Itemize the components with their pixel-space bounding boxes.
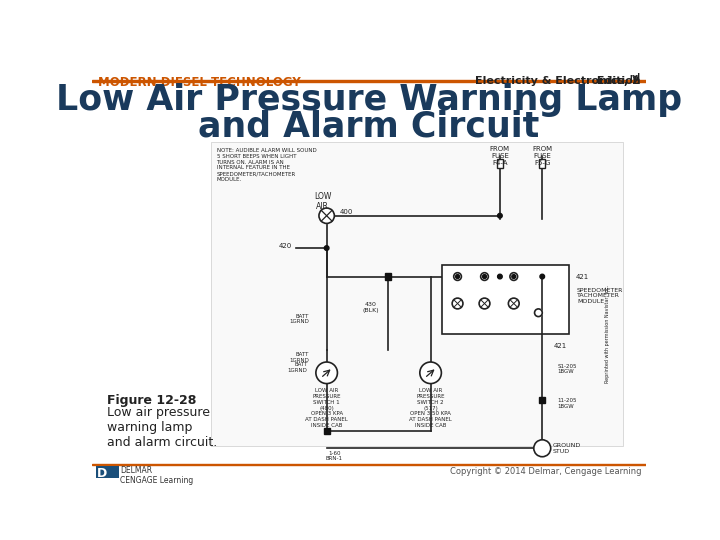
Text: 400: 400	[339, 209, 353, 215]
Bar	[442, 265, 570, 334]
Text: LOW
AIR: LOW AIR	[314, 192, 331, 211]
Bar	[385, 273, 392, 280]
Circle shape	[534, 309, 542, 316]
Bar	[96, 466, 119, 478]
Text: SPEEDOMETER
TACHOMETER
MODULE: SPEEDOMETER TACHOMETER MODULE	[577, 287, 624, 304]
Circle shape	[481, 273, 488, 280]
Bar	[539, 397, 545, 403]
Text: Edition: Edition	[593, 76, 641, 85]
Text: Figure 12-28: Figure 12-28	[107, 394, 197, 407]
Text: Electricity & Electronics, 2: Electricity & Electronics, 2	[475, 76, 640, 85]
Circle shape	[452, 298, 463, 309]
Text: D: D	[97, 467, 107, 480]
Circle shape	[324, 246, 329, 251]
Bar	[323, 428, 330, 434]
Text: 421: 421	[575, 274, 589, 280]
Text: BATT
1GRND: BATT 1GRND	[289, 352, 309, 363]
Text: Copyright © 2014 Delmar, Cengage Learning: Copyright © 2014 Delmar, Cengage Learnin…	[450, 467, 642, 476]
Text: LOW AIR
PRESSURE
SWITCH 1
(480)
OPEN 3 KPA
AT DASH PANEL
INSIDE CAB: LOW AIR PRESSURE SWITCH 1 (480) OPEN 3 K…	[305, 388, 348, 428]
Text: 421: 421	[554, 343, 567, 349]
Circle shape	[510, 273, 518, 280]
Circle shape	[454, 273, 462, 280]
Text: Reprinted with permission Navistar, Inc.: Reprinted with permission Navistar, Inc.	[606, 285, 610, 383]
Text: FROM
FUSE
F5-G: FROM FUSE F5-G	[532, 146, 552, 166]
Circle shape	[534, 440, 551, 457]
Text: FROM
FUSE
F4-A: FROM FUSE F4-A	[490, 146, 510, 166]
Text: 430
(BLK): 430 (BLK)	[362, 302, 379, 313]
Circle shape	[316, 362, 338, 383]
Text: 11-205
1BGW: 11-205 1BGW	[558, 398, 577, 409]
Text: GROUND
STUD: GROUND STUD	[552, 443, 580, 454]
Circle shape	[508, 298, 519, 309]
Circle shape	[319, 208, 334, 224]
Text: S1-205
1BGW: S1-205 1BGW	[558, 363, 577, 374]
Circle shape	[498, 213, 503, 218]
Text: nd: nd	[630, 72, 641, 82]
Bar	[92, 80, 647, 82]
Bar	[497, 159, 503, 168]
Text: and Alarm Circuit: and Alarm Circuit	[199, 110, 539, 144]
Text: DELMAR
CENGAGE Learning: DELMAR CENGAGE Learning	[120, 466, 194, 485]
Text: Low Air Pressure Warning Lamp: Low Air Pressure Warning Lamp	[56, 83, 682, 117]
Text: MODERN DIESEL TECHNOLOGY: MODERN DIESEL TECHNOLOGY	[98, 76, 301, 89]
Text: NOTE: AUDIBLE ALARM WILL SOUND
5 SHORT BEEPS WHEN LIGHT
TURNS ON. ALARM IS AN
IN: NOTE: AUDIBLE ALARM WILL SOUND 5 SHORT B…	[217, 148, 316, 182]
Circle shape	[456, 275, 459, 279]
Bar	[211, 142, 623, 446]
Bar	[92, 464, 647, 465]
Text: Low air pressure
warning lamp
and alarm circuit.: Low air pressure warning lamp and alarm …	[107, 406, 217, 449]
Circle shape	[479, 298, 490, 309]
Text: BATT
1GRND: BATT 1GRND	[289, 314, 309, 325]
Circle shape	[420, 362, 441, 383]
Circle shape	[512, 275, 516, 279]
Text: 1-60
BRN-1: 1-60 BRN-1	[326, 450, 343, 461]
Text: LOW AIR
PRESSURE
SWITCH 2
(517)
OPEN 3 50 KPA
AT DASH PANEL
INSIDE CAB: LOW AIR PRESSURE SWITCH 2 (517) OPEN 3 5…	[409, 388, 452, 428]
Text: 420: 420	[279, 243, 292, 249]
Circle shape	[498, 274, 503, 279]
Bar	[539, 159, 545, 168]
Text: BATT
1GRND: BATT 1GRND	[287, 362, 307, 373]
Circle shape	[540, 274, 544, 279]
Circle shape	[482, 275, 487, 279]
